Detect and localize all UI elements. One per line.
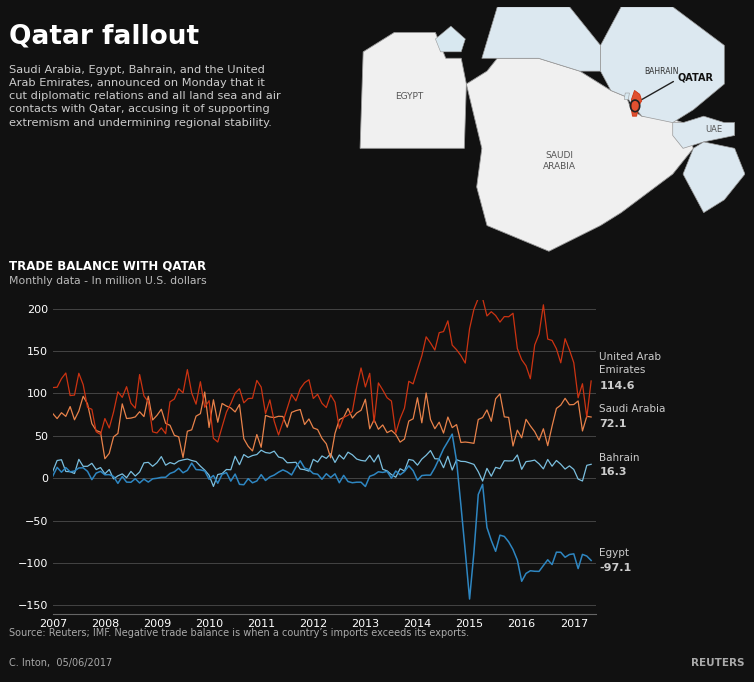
- Polygon shape: [467, 58, 694, 251]
- Text: Saudi Arabia, Egypt, Bahrain, and the United
Arab Emirates, announced on Monday : Saudi Arabia, Egypt, Bahrain, and the Un…: [9, 65, 280, 128]
- Polygon shape: [683, 142, 745, 213]
- Text: 16.3: 16.3: [599, 467, 627, 477]
- Text: QATAR: QATAR: [678, 72, 714, 83]
- Text: SAUDI
ARABIA: SAUDI ARABIA: [543, 151, 576, 171]
- Polygon shape: [600, 7, 725, 123]
- Polygon shape: [673, 116, 734, 149]
- Polygon shape: [624, 93, 630, 100]
- Polygon shape: [482, 7, 600, 71]
- Text: UAE: UAE: [706, 125, 722, 134]
- Text: Monthly data - In million U.S. dollars: Monthly data - In million U.S. dollars: [9, 276, 207, 286]
- Text: 114.6: 114.6: [599, 381, 635, 391]
- Polygon shape: [631, 91, 642, 116]
- Text: Source: Reuters; IMF. Negative trade balance is when a country’s imports exceeds: Source: Reuters; IMF. Negative trade bal…: [9, 627, 469, 638]
- Text: EGYPT: EGYPT: [396, 92, 424, 102]
- Text: Saudi Arabia: Saudi Arabia: [599, 404, 666, 413]
- Polygon shape: [360, 33, 467, 149]
- Text: BAHRAIN: BAHRAIN: [644, 67, 679, 76]
- Text: C. Inton,  05/06/2017: C. Inton, 05/06/2017: [9, 658, 112, 668]
- Text: United Arab
Emirates: United Arab Emirates: [599, 353, 661, 375]
- Text: Bahrain: Bahrain: [599, 453, 640, 463]
- Text: Egypt: Egypt: [599, 548, 630, 558]
- Text: -97.1: -97.1: [599, 563, 632, 573]
- Text: REUTERS: REUTERS: [691, 658, 745, 668]
- Polygon shape: [435, 26, 465, 52]
- Text: 72.1: 72.1: [599, 419, 627, 429]
- Text: Qatar fallout: Qatar fallout: [9, 24, 199, 50]
- Text: TRADE BALANCE WITH QATAR: TRADE BALANCE WITH QATAR: [9, 259, 206, 272]
